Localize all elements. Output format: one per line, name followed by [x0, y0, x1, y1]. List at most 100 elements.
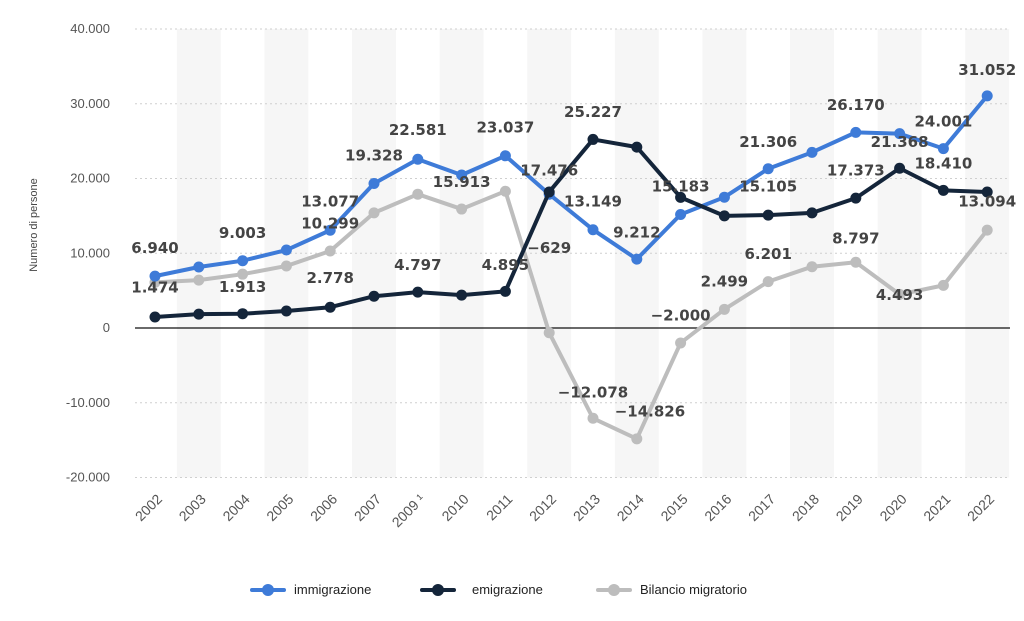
data-label: 4.797 [394, 256, 441, 274]
data-point [193, 308, 205, 320]
legend: immigrazione emigrazione Bilancio migrat… [0, 582, 1024, 602]
data-point [543, 186, 555, 198]
y-tick-label: -20.000 [66, 470, 110, 485]
x-tick-label: 2020 [876, 491, 909, 524]
data-point [499, 285, 511, 297]
data-label: 19.328 [345, 146, 403, 164]
data-point [412, 188, 424, 200]
data-label: −14.826 [615, 403, 685, 421]
data-label: 26.170 [827, 96, 885, 114]
data-point [280, 244, 292, 256]
data-point [368, 178, 380, 190]
legend-swatch-navy-icon [420, 583, 456, 596]
data-point [894, 288, 906, 300]
data-label: 6.201 [744, 245, 791, 263]
data-label: 1.474 [131, 279, 178, 297]
data-point [850, 192, 862, 204]
data-point [543, 327, 555, 339]
x-tick-label: 2011 [483, 491, 516, 524]
data-label: 15.183 [652, 178, 710, 196]
data-label: 6.940 [131, 239, 178, 257]
band [176, 29, 221, 478]
x-tick-label: 2015 [657, 491, 690, 524]
data-point [981, 224, 993, 236]
legend-label: immigrazione [294, 582, 372, 597]
x-tick-label: 2012 [526, 491, 559, 524]
data-point [499, 150, 511, 162]
data-label: 21.306 [739, 133, 797, 151]
data-point [149, 311, 161, 323]
data-point [324, 224, 336, 236]
data-point [762, 276, 774, 288]
data-label: 4.895 [482, 256, 529, 274]
y-tick-label: 20.000 [70, 171, 110, 186]
data-label: 21.368 [871, 133, 929, 151]
data-point [675, 191, 687, 203]
data-label: 13.149 [564, 193, 622, 211]
y-tick-label: 30.000 [70, 96, 110, 111]
data-label: 10.299 [301, 214, 359, 232]
x-tick-label: 2018 [789, 491, 822, 524]
data-point [237, 308, 249, 320]
data-point [280, 305, 292, 317]
data-label: 4.493 [876, 286, 923, 304]
data-point [237, 268, 249, 280]
x-tick-label: 2019 [833, 491, 866, 524]
y-tick-label: -10.000 [66, 395, 110, 410]
legend-item-bilancio[interactable]: Bilancio migratorio [596, 582, 747, 597]
data-point [280, 260, 292, 272]
x-tick-label: 2014 [614, 491, 647, 524]
x-tick-label: 2003 [176, 491, 209, 524]
data-point [762, 209, 774, 221]
data-label: 1.913 [219, 278, 266, 296]
data-point [762, 163, 774, 175]
data-point [456, 169, 468, 181]
x-tick-label: 2007 [351, 491, 384, 524]
data-point [718, 303, 730, 315]
legend-swatch-grey-icon [596, 583, 632, 596]
data-label: 9.212 [613, 223, 660, 241]
data-point [675, 337, 687, 349]
data-point [631, 433, 643, 445]
x-tick-label: 2016 [701, 491, 734, 524]
x-tick-label: 2004 [219, 491, 252, 524]
data-point [718, 191, 730, 203]
data-point [937, 279, 949, 291]
legend-item-immigrazione[interactable]: immigrazione [250, 582, 371, 597]
legend-label: emigrazione [472, 582, 543, 597]
data-point [412, 153, 424, 165]
legend-swatch-blue-icon [250, 583, 286, 596]
data-point [587, 224, 599, 236]
series-line-0 [154, 94, 989, 279]
data-point [149, 270, 161, 282]
data-label: 17.373 [827, 161, 885, 179]
data-label: −2.000 [651, 306, 711, 324]
data-point [499, 185, 511, 197]
data-point [850, 256, 862, 268]
x-tick-label: 2021 [920, 491, 953, 524]
data-label: 17.476 [520, 161, 578, 179]
legend-item-emigrazione[interactable]: emigrazione [420, 582, 543, 597]
data-point [937, 184, 949, 196]
data-label: 2.778 [306, 269, 353, 287]
data-label: 18.410 [914, 155, 972, 173]
data-label: 13.077 [301, 193, 359, 211]
data-point [850, 126, 862, 138]
data-point [587, 412, 599, 424]
data-label: −629 [527, 239, 571, 257]
x-tick-label: 2010 [438, 491, 471, 524]
x-tick-label: 2009 ¹ [389, 491, 429, 531]
y-tick-label: 40.000 [70, 21, 110, 36]
data-point [368, 207, 380, 219]
x-tick-label: 2013 [570, 491, 603, 524]
data-label: −12.078 [558, 383, 628, 401]
data-label: 13.094 [958, 193, 1016, 211]
y-axis-title: Numero di persone [28, 178, 40, 272]
data-point [412, 286, 424, 298]
data-point [937, 143, 949, 155]
data-point [894, 162, 906, 174]
data-point [894, 128, 906, 140]
data-point [675, 209, 687, 221]
data-point [324, 301, 336, 313]
